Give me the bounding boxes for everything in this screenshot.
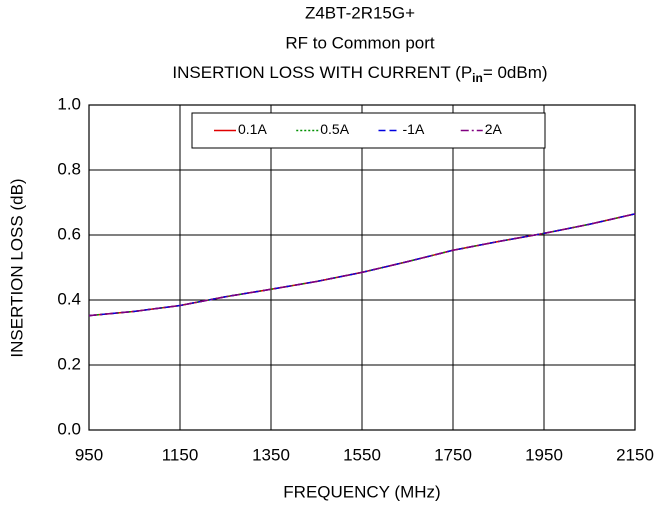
chart-title: Z4BT-2R15G+	[305, 3, 415, 22]
chart-subtitle: RF to Common port	[285, 33, 435, 52]
legend-label: 2A	[485, 121, 503, 137]
x-tick-label: 1550	[343, 445, 381, 464]
title-part: INSERTION LOSS WITH CURRENT (P	[172, 63, 472, 82]
chart-subtitle: INSERTION LOSS WITH CURRENT (Pin= 0dBm)	[172, 63, 547, 85]
y-tick-label: 0.0	[57, 419, 81, 438]
legend-label: 0.5A	[320, 121, 349, 137]
legend-label: 0.1A	[238, 121, 267, 137]
y-axis-label: INSERTION LOSS (dB)	[7, 178, 26, 357]
y-tick-label: 0.6	[57, 224, 81, 243]
x-tick-label: 950	[75, 445, 103, 464]
y-tick-label: 1.0	[57, 94, 81, 113]
series-line	[88, 213, 636, 317]
legend-label: -1A	[403, 121, 425, 137]
plot-frame	[88, 104, 636, 431]
x-tick-label: 2150	[616, 445, 654, 464]
x-axis-label: FREQUENCY (MHz)	[283, 482, 440, 501]
y-tick-label: 0.4	[57, 289, 81, 308]
y-tick-label: 0.8	[57, 159, 81, 178]
x-tick-label: 1950	[525, 445, 563, 464]
title-subscript: in	[472, 71, 483, 85]
x-tick-label: 1750	[434, 445, 472, 464]
x-tick-label: 1350	[252, 445, 290, 464]
x-tick-label: 1150	[162, 445, 199, 464]
legend-box	[191, 112, 546, 149]
title-part: = 0dBm)	[483, 63, 548, 82]
y-tick-label: 0.2	[57, 354, 81, 373]
